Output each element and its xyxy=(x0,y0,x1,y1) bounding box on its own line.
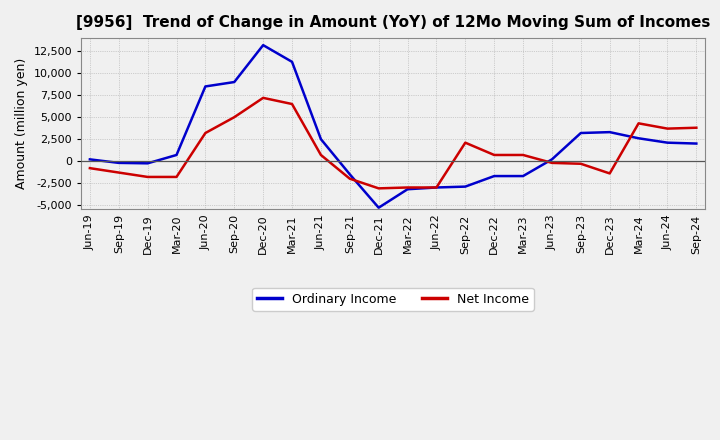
Ordinary Income xyxy=(577,130,585,136)
Ordinary Income xyxy=(518,173,527,179)
Ordinary Income xyxy=(86,157,94,162)
Ordinary Income xyxy=(346,172,354,177)
Ordinary Income xyxy=(663,140,672,145)
Ordinary Income xyxy=(258,43,267,48)
Net Income xyxy=(201,130,210,136)
Net Income xyxy=(548,160,557,165)
Net Income xyxy=(663,126,672,131)
Ordinary Income xyxy=(403,187,412,192)
Net Income xyxy=(634,121,643,126)
Ordinary Income xyxy=(634,136,643,141)
Title: [9956]  Trend of Change in Amount (YoY) of 12Mo Moving Sum of Incomes: [9956] Trend of Change in Amount (YoY) o… xyxy=(76,15,711,30)
Y-axis label: Amount (million yen): Amount (million yen) xyxy=(15,58,28,189)
Net Income xyxy=(606,171,614,176)
Net Income xyxy=(692,125,701,130)
Ordinary Income xyxy=(606,129,614,135)
Net Income xyxy=(432,185,441,190)
Net Income xyxy=(86,165,94,171)
Ordinary Income xyxy=(317,136,325,142)
Net Income xyxy=(518,152,527,158)
Legend: Ordinary Income, Net Income: Ordinary Income, Net Income xyxy=(253,288,534,311)
Ordinary Income xyxy=(143,161,152,166)
Ordinary Income xyxy=(230,79,238,84)
Net Income xyxy=(577,161,585,166)
Net Income xyxy=(258,95,267,100)
Ordinary Income xyxy=(114,160,123,165)
Ordinary Income xyxy=(548,157,557,162)
Net Income xyxy=(490,152,498,158)
Line: Ordinary Income: Ordinary Income xyxy=(90,45,696,208)
Net Income xyxy=(143,174,152,180)
Ordinary Income xyxy=(288,59,297,65)
Ordinary Income xyxy=(692,141,701,146)
Ordinary Income xyxy=(172,152,181,158)
Line: Net Income: Net Income xyxy=(90,98,696,188)
Net Income xyxy=(374,186,383,191)
Net Income xyxy=(346,176,354,181)
Ordinary Income xyxy=(490,173,498,179)
Net Income xyxy=(230,114,238,120)
Net Income xyxy=(288,101,297,106)
Net Income xyxy=(317,152,325,158)
Ordinary Income xyxy=(461,184,469,189)
Net Income xyxy=(461,140,469,145)
Net Income xyxy=(172,174,181,180)
Net Income xyxy=(114,170,123,175)
Net Income xyxy=(403,185,412,190)
Ordinary Income xyxy=(432,185,441,190)
Ordinary Income xyxy=(374,205,383,210)
Ordinary Income xyxy=(201,84,210,89)
